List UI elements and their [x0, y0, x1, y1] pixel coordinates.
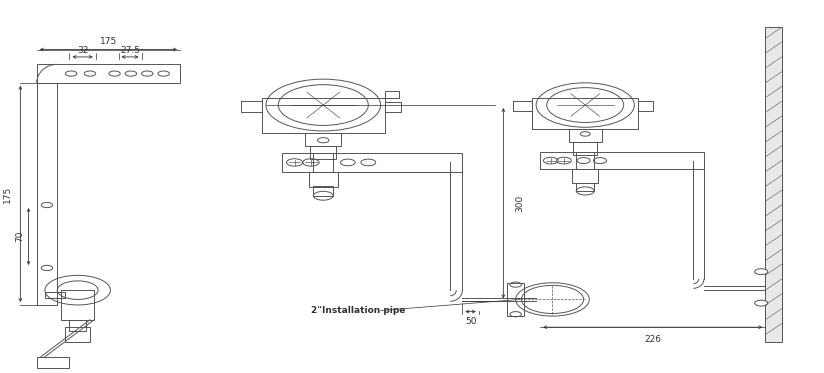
Bar	[37, 64, 180, 83]
Text: 300: 300	[516, 195, 525, 212]
Bar	[241, 101, 262, 112]
Bar	[308, 172, 338, 186]
Bar	[283, 153, 462, 172]
Text: 2"Installation pipe: 2"Installation pipe	[311, 306, 405, 315]
Bar	[639, 101, 653, 111]
Bar	[310, 146, 336, 159]
Bar	[65, 327, 90, 342]
Text: 175: 175	[3, 185, 12, 203]
Bar	[532, 98, 639, 129]
Bar	[576, 183, 594, 191]
Bar	[576, 153, 594, 169]
Bar	[313, 153, 333, 172]
Text: 226: 226	[644, 335, 661, 344]
Text: 32: 32	[77, 46, 88, 55]
Bar	[37, 83, 57, 305]
Bar	[262, 98, 385, 133]
Bar	[513, 101, 532, 111]
Bar	[569, 129, 602, 142]
Circle shape	[755, 269, 768, 275]
Bar	[45, 292, 65, 298]
Bar	[385, 102, 401, 112]
Bar	[37, 357, 69, 368]
Text: 27.5: 27.5	[120, 46, 140, 55]
Bar	[61, 290, 94, 320]
Bar	[572, 169, 598, 183]
Bar	[313, 186, 333, 196]
Bar	[765, 27, 782, 342]
Bar	[508, 283, 524, 316]
Bar	[541, 153, 704, 169]
Circle shape	[755, 300, 768, 306]
Bar	[305, 133, 341, 146]
Text: 70: 70	[16, 231, 25, 242]
Bar	[573, 142, 597, 155]
Bar	[69, 320, 86, 331]
Text: 175: 175	[100, 37, 117, 46]
Text: 50: 50	[465, 317, 476, 326]
Bar	[385, 91, 400, 98]
